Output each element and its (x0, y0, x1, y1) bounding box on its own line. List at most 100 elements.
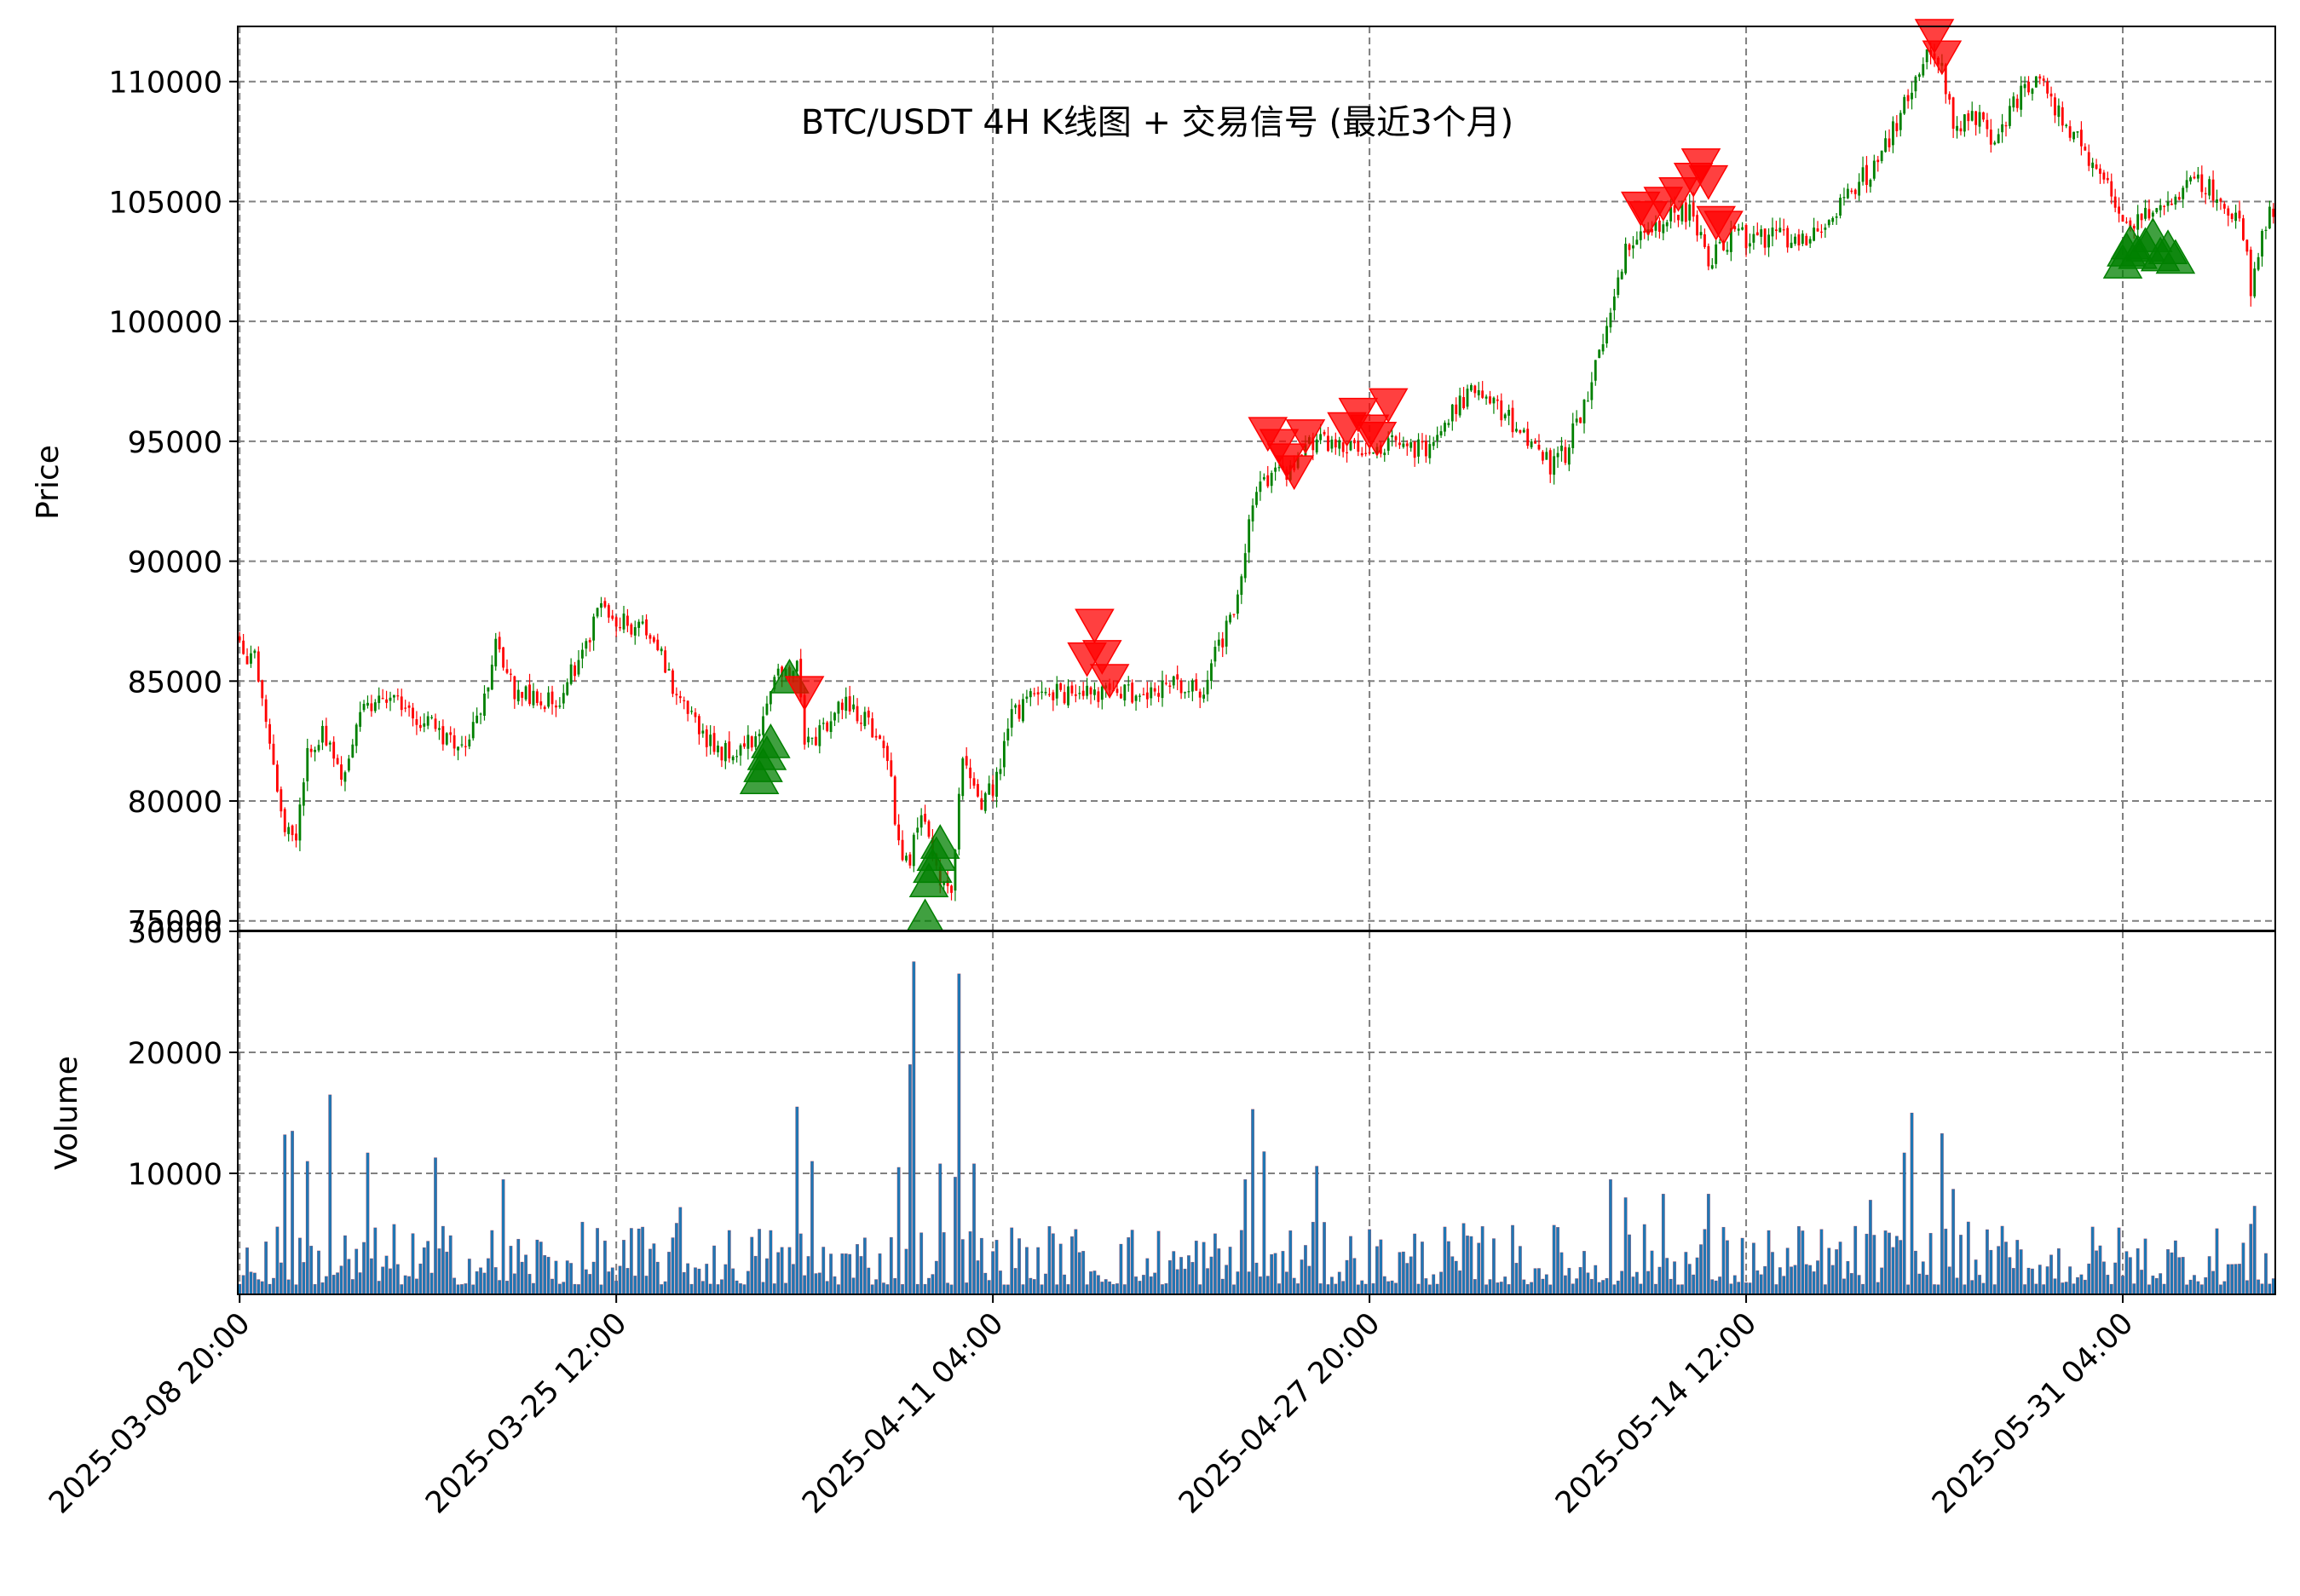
volume-bar (2140, 1270, 2144, 1295)
volume-bar (1236, 1271, 1240, 1295)
volume-bar (1793, 1265, 1797, 1295)
candle-body (2144, 207, 2147, 219)
price-plot-area (238, 26, 2275, 931)
candle-body (1025, 696, 1029, 700)
candle-body (1519, 429, 1522, 433)
candle-body (351, 744, 355, 758)
volume-bar (1092, 1270, 1097, 1295)
candle-body (1372, 452, 1375, 454)
volume-bar (976, 1260, 980, 1295)
candle-body (630, 624, 633, 635)
candle-body (1718, 242, 1721, 244)
volume-bar (471, 1284, 476, 1295)
candle-body (1022, 699, 1024, 722)
candle-body (1824, 228, 1827, 230)
volume-bar (490, 1230, 494, 1295)
volume-bar (1202, 1242, 1206, 1295)
volume-y-ticks: 10000 20000 30000 (128, 916, 238, 1192)
volume-bar (1511, 1224, 1514, 1295)
candle-body (1850, 190, 1853, 193)
candle-body (551, 691, 554, 705)
candle-body (1161, 681, 1164, 699)
candle-body (1070, 685, 1074, 694)
candle-body (2076, 131, 2079, 133)
candle-body (1277, 467, 1281, 469)
candle-body (1033, 693, 1036, 694)
volume-bar (660, 1284, 664, 1295)
candle-body (901, 839, 904, 861)
volume-bar (2245, 1280, 2249, 1295)
volume-bar (1228, 1247, 1232, 1295)
volume-bar (2188, 1279, 2193, 1295)
volume-bar (1104, 1279, 1108, 1295)
candle-body (1179, 681, 1183, 694)
candle-body (637, 621, 641, 628)
candle-body (980, 798, 983, 810)
candle-body (927, 821, 931, 837)
candle-body (1560, 445, 1563, 452)
candle-body (656, 639, 660, 650)
candle-body (840, 702, 844, 711)
candle-body (1221, 638, 1225, 648)
candle-body (852, 704, 856, 710)
volume-bar (927, 1277, 931, 1295)
candle-body (476, 715, 479, 723)
volume-bar (467, 1259, 471, 1295)
candle-body (1989, 130, 1992, 145)
candle-body (1956, 125, 1958, 131)
volume-bar (735, 1280, 739, 1295)
candle-body (942, 882, 946, 885)
price-grid (238, 26, 2275, 931)
candle-body (340, 764, 343, 780)
volume-bar (1047, 1225, 1052, 1295)
volume-bar (1669, 1278, 1673, 1295)
volume-bar (614, 1280, 619, 1295)
candle-body (574, 665, 576, 677)
candle-body (2113, 196, 2117, 208)
candle-body (1982, 112, 1985, 120)
volume-bar (355, 1248, 359, 1295)
candle-body (1364, 452, 1368, 454)
volume-bar (1292, 1277, 1296, 1295)
volume-bar (867, 1267, 871, 1295)
candle-body (1948, 94, 1951, 100)
volume-bar (893, 1277, 897, 1295)
candle-body (2046, 81, 2049, 94)
candle-body (1986, 119, 1989, 130)
candle-body (833, 712, 836, 721)
candle-body (1349, 441, 1352, 451)
volume-bar (1386, 1281, 1391, 1295)
candle-body (1409, 442, 1413, 448)
volume-bar (535, 1239, 539, 1295)
volume-bar (1127, 1236, 1131, 1295)
volume-bar (573, 1283, 577, 1295)
candle-body (1002, 740, 1006, 768)
candle-body (2163, 205, 2166, 207)
candle-body (1466, 389, 1469, 407)
volume-bar (1288, 1230, 1293, 1295)
candle-body (2015, 98, 2019, 108)
volume-bar (641, 1226, 645, 1295)
volume-bar (1284, 1271, 1288, 1295)
volume-bar (1307, 1265, 1311, 1295)
volume-bar (539, 1242, 543, 1295)
volume-bar (1830, 1265, 1835, 1295)
volume-bar (1933, 1284, 1936, 1295)
candle-body (2009, 106, 2011, 126)
volume-bar (833, 1276, 837, 1295)
volume-bar (309, 1245, 314, 1295)
volume-bar (1774, 1284, 1778, 1295)
candle-body (739, 745, 742, 756)
volume-bar (671, 1237, 675, 1295)
candle-body (2084, 147, 2087, 151)
volume-bar (426, 1241, 430, 1295)
volume-bar (1899, 1240, 1903, 1295)
candle-body (1330, 439, 1334, 449)
candle-body (1089, 687, 1092, 694)
candle-body (1184, 692, 1186, 694)
candle-body (919, 815, 923, 828)
candle-body (1632, 245, 1634, 249)
candle-body (1808, 239, 1812, 244)
candle-body (2182, 187, 2185, 199)
volume-bar (610, 1267, 614, 1295)
